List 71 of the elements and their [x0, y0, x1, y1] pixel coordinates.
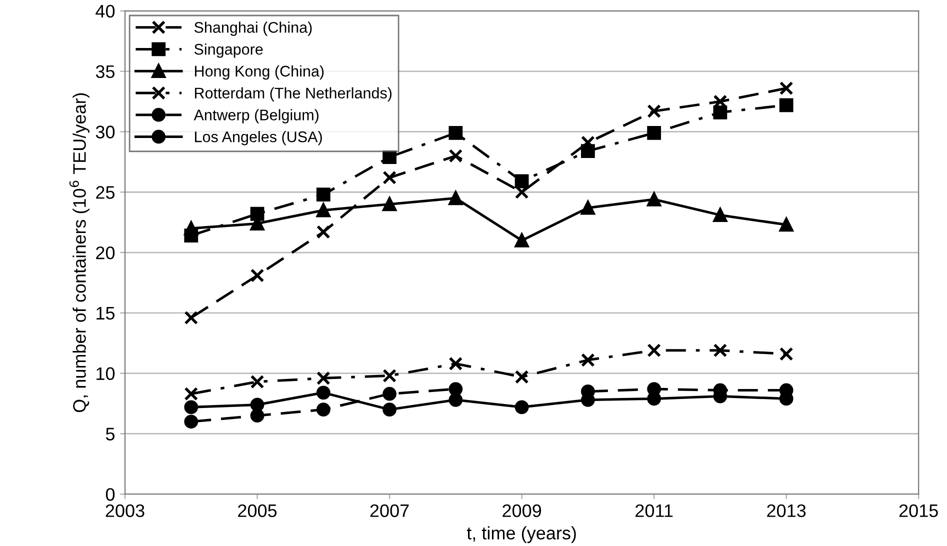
point — [448, 148, 463, 163]
point — [448, 392, 463, 407]
point — [382, 150, 396, 164]
y-tick-label: 35 — [96, 65, 115, 78]
point — [250, 206, 264, 221]
y-tick-label: 40 — [96, 4, 115, 18]
point — [382, 197, 396, 212]
legend-label: Singapore — [194, 43, 263, 58]
point — [647, 126, 662, 140]
y-tick-label: 10 — [96, 367, 115, 380]
y-tick-label: 30 — [96, 126, 115, 138]
point — [184, 386, 198, 401]
point — [713, 105, 728, 120]
point — [448, 356, 463, 371]
x-tick-label: 2013 — [767, 504, 806, 518]
y-axis-title: Q, number of containers (10$^{6}$ TEU/year) — [69, 93, 90, 412]
point — [580, 144, 595, 158]
point — [184, 310, 198, 325]
point — [647, 104, 662, 118]
legend-label: Los Angeles (USA) — [195, 131, 322, 146]
point — [580, 200, 595, 215]
y-tick-label: 25 — [96, 186, 115, 199]
point — [316, 402, 330, 417]
point — [514, 370, 529, 384]
point — [448, 382, 463, 396]
x-tick-label: 2011 — [636, 504, 673, 518]
point — [514, 174, 529, 188]
point — [647, 392, 662, 406]
x-tick-label: 2007 — [370, 504, 409, 518]
point — [713, 343, 728, 358]
point — [316, 386, 330, 400]
y-tick-label: 15 — [96, 307, 115, 320]
point — [184, 414, 198, 429]
point — [779, 218, 794, 232]
x-tick-label: 2003 — [106, 504, 144, 518]
legend-label: Rotterdam (The Netherlands) — [195, 87, 392, 102]
point — [316, 371, 330, 386]
legend-label: Hong Kong (China) — [195, 65, 324, 80]
y-tick-label: 20 — [96, 246, 115, 260]
point — [250, 374, 264, 389]
legend-label: Antwerp (Belgium) — [194, 109, 318, 124]
point — [316, 203, 330, 218]
point — [448, 191, 463, 206]
point — [779, 81, 794, 96]
y-tick-label: 0 — [106, 488, 115, 501]
point — [382, 386, 396, 401]
point — [316, 225, 330, 239]
point — [514, 400, 529, 414]
point — [713, 208, 728, 222]
point — [316, 188, 330, 202]
point — [184, 400, 198, 414]
point — [184, 221, 198, 236]
point — [514, 234, 529, 248]
point — [779, 347, 794, 361]
point — [382, 368, 396, 383]
point — [382, 402, 396, 417]
point — [779, 98, 794, 112]
x-axis-title: t, time (years) — [466, 526, 576, 544]
legend-label: Shanghai (China) — [194, 22, 312, 36]
point — [250, 398, 264, 412]
x-tick-label: 2015 — [899, 504, 938, 518]
x-tick-label: 2005 — [238, 504, 277, 518]
x-tick-label: 2009 — [502, 504, 542, 518]
y-tick-label: 5 — [106, 428, 115, 440]
point — [580, 353, 595, 367]
point — [250, 408, 264, 423]
point — [382, 170, 396, 185]
point — [647, 343, 662, 358]
point — [647, 192, 662, 206]
point — [250, 268, 264, 282]
point — [448, 126, 463, 140]
